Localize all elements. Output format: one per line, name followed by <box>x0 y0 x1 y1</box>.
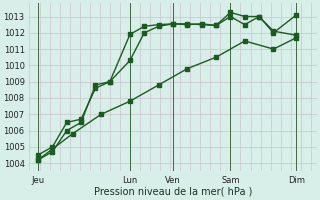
X-axis label: Pression niveau de la mer( hPa ): Pression niveau de la mer( hPa ) <box>94 187 252 197</box>
